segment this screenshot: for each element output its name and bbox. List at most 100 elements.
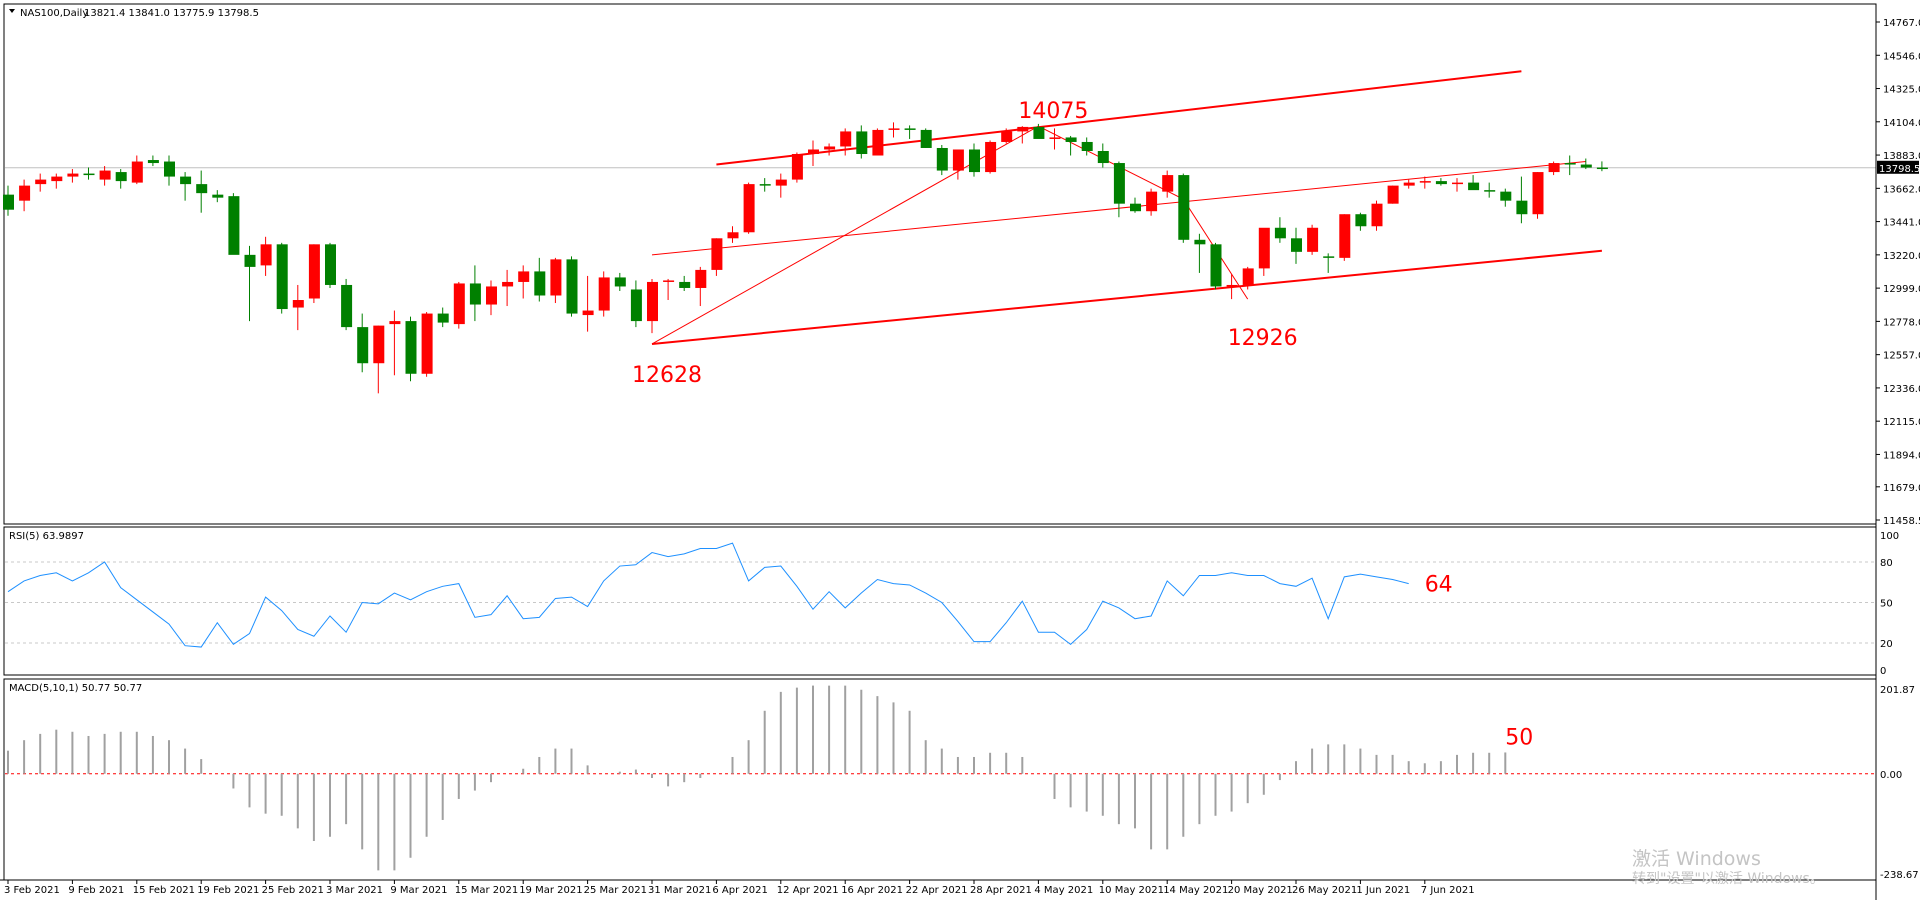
candle-body <box>1178 175 1190 240</box>
time-axis-label: 25 Mar 2021 <box>584 885 647 896</box>
candle-body <box>566 259 578 314</box>
candle-body <box>1371 203 1383 227</box>
candle-body <box>212 194 224 198</box>
candle-body <box>534 271 546 296</box>
time-axis-label: 28 Apr 2021 <box>970 885 1032 896</box>
rsi-title: RSI(5) 63.9897 <box>9 531 84 542</box>
candle-body <box>3 194 14 210</box>
candle-body <box>357 327 369 364</box>
candle-body <box>1049 137 1061 139</box>
watermark-line1: 激活 Windows <box>1632 848 1761 870</box>
candle-body <box>147 160 159 164</box>
rsi-axis[interactable]: 100 80 50 20 0 <box>1880 531 1899 677</box>
candle-body <box>35 179 47 185</box>
chart-header: NAS100,Daily 13821.4 13841.0 13775.9 137… <box>9 8 259 19</box>
macd-title: MACD(5,10,1) 50.77 50.77 <box>9 683 142 694</box>
candle-body <box>969 149 980 173</box>
price-pane[interactable]: 14767.0 14546.0 14325.0 14104.0 13883.0 13662… <box>3 3 1920 527</box>
macd-annotation: 50 <box>1505 725 1533 750</box>
candle-body <box>1548 163 1560 173</box>
candle-body <box>1419 181 1431 183</box>
time-axis-label: 15 Feb 2021 <box>133 885 195 896</box>
candle-body <box>1484 190 1496 192</box>
candle-body <box>759 184 771 186</box>
rsi-axis-label: 50 <box>1880 599 1893 610</box>
candle-body <box>888 128 900 130</box>
time-axis-label: 6 Apr 2021 <box>712 885 767 896</box>
time-axis-label: 31 Mar 2021 <box>648 885 711 896</box>
macd-pane-frame <box>3 678 1877 881</box>
price-axis-label: 12999.0 <box>1883 284 1920 295</box>
candle-body <box>1258 227 1270 269</box>
time-axis[interactable]: 3 Feb 2021 9 Feb 2021 15 Feb 2021 19 Feb 20… <box>4 880 1475 896</box>
price-axis-label: 12115.0 <box>1883 417 1920 428</box>
candle-body <box>1226 284 1238 287</box>
candle-body <box>341 284 353 328</box>
candle-body <box>131 161 143 183</box>
candle-body <box>453 283 465 325</box>
candle-body <box>228 196 240 255</box>
candle-body <box>51 176 63 182</box>
candle-body <box>840 131 852 147</box>
windows-activation-watermark: 激活 Windows 转到"设置"以激活 Windows。 <box>1632 848 1824 888</box>
dropdown-triangle-icon[interactable] <box>9 9 15 13</box>
macd-axis-label: 201.87 <box>1880 685 1915 696</box>
candle-body <box>1516 200 1528 215</box>
candle-body <box>1435 181 1447 185</box>
macd-axis[interactable]: 201.87 0.00 -238.67 <box>1880 685 1919 881</box>
candle-body <box>775 179 787 186</box>
candle-body <box>1274 227 1286 239</box>
candle-body <box>405 321 417 374</box>
macd-axis-label: 0.00 <box>1880 770 1902 781</box>
candle-body <box>276 244 288 310</box>
time-axis-label: 4 May 2021 <box>1034 885 1093 896</box>
rsi-pane[interactable]: 100 80 50 20 0 RSI(5) 63.9897 64 <box>3 526 1899 677</box>
symbol-title: NAS100,Daily <box>20 8 88 19</box>
watermark-line2: 转到"设置"以激活 Windows。 <box>1632 871 1824 887</box>
price-axis-label: 13441.0 <box>1883 218 1920 229</box>
candle-body <box>711 238 723 270</box>
candle-body <box>856 131 868 155</box>
price-axis-label: 12557.0 <box>1883 351 1920 362</box>
candle-body <box>985 141 997 173</box>
rsi-axis-label: 20 <box>1880 639 1893 650</box>
candle-body <box>1210 244 1222 287</box>
macd-pane[interactable]: 201.87 0.00 -238.67 MACD(5,10,1) 50.77 50.… <box>3 678 1919 881</box>
time-axis-label: 19 Mar 2021 <box>519 885 582 896</box>
candle-body <box>180 176 192 185</box>
candle-body <box>904 128 916 130</box>
candle-body <box>19 185 31 201</box>
candle-body <box>920 129 932 148</box>
candle-body <box>1242 268 1254 285</box>
rsi-axis-label: 100 <box>1880 531 1899 542</box>
price-axis[interactable]: 14767.0 14546.0 14325.0 14104.0 13883.0 13662… <box>1876 18 1920 527</box>
price-axis-label: 11894.0 <box>1883 450 1920 461</box>
time-axis-label: 9 Feb 2021 <box>68 885 124 896</box>
candle-body <box>83 173 95 176</box>
candle-body <box>1403 182 1415 186</box>
channel-line <box>651 249 1602 345</box>
candle-body <box>872 129 884 156</box>
current-price-tag-bg <box>1877 160 1919 174</box>
price-axis-label: 14104.0 <box>1883 118 1920 129</box>
candle-body <box>389 321 401 325</box>
candlesticks[interactable] <box>3 122 1608 394</box>
time-axis-label: 25 Feb 2021 <box>262 885 324 896</box>
current-price-tag-text: 13798.5 <box>1879 164 1920 175</box>
candle-body <box>1162 175 1174 192</box>
candle-body <box>1291 238 1302 252</box>
candle-body <box>1564 163 1576 165</box>
rsi-axis-label: 80 <box>1880 558 1893 569</box>
candle-body <box>115 172 127 182</box>
channel-line <box>716 70 1522 166</box>
candle-body <box>373 325 385 364</box>
candle-body <box>1097 150 1109 164</box>
candle-body <box>421 313 433 374</box>
candle-body <box>518 271 530 282</box>
price-axis-label: 14546.0 <box>1883 51 1920 62</box>
candle-body <box>598 277 610 311</box>
price-axis-label: 14767.0 <box>1883 18 1920 29</box>
time-axis-label: 1 Jun 2021 <box>1356 885 1410 896</box>
price-axis-label: 12336.0 <box>1883 384 1920 395</box>
